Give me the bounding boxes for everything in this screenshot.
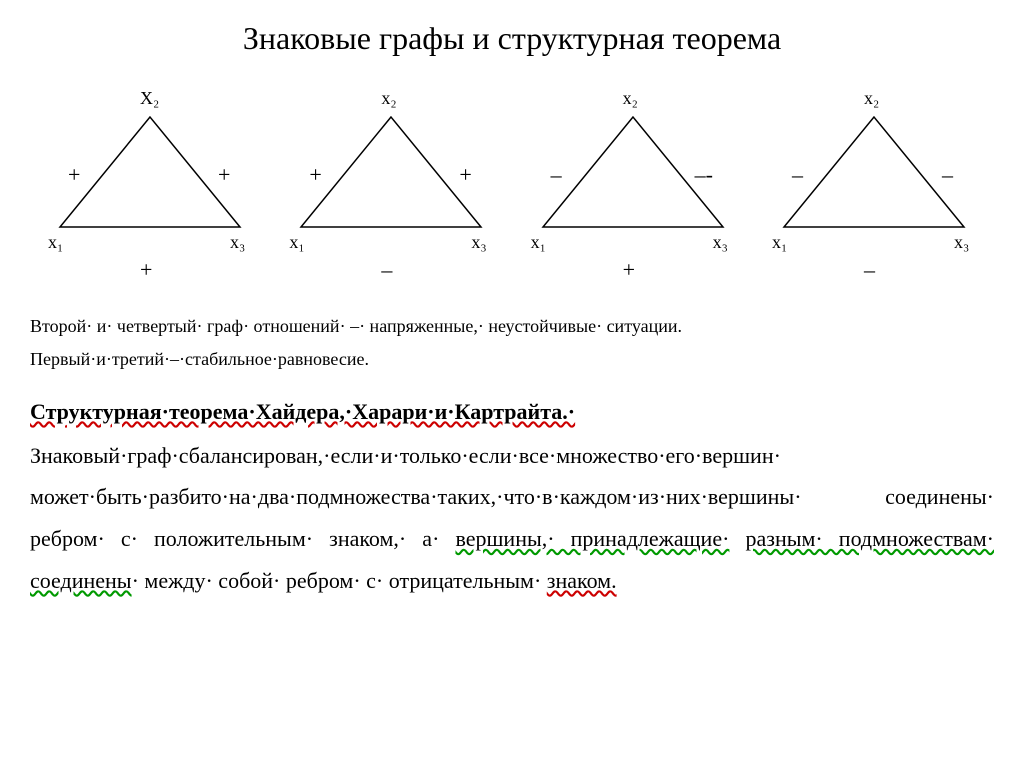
vertex-right: x₃: [713, 232, 728, 253]
page-title: Знаковые графы и структурная теорема: [30, 20, 994, 57]
graph-4: x₂ x₁ x₃ – – –: [764, 82, 984, 282]
sign-right: –-: [695, 162, 713, 188]
sign-bottom: +: [140, 257, 152, 283]
vertex-left: x₁: [48, 232, 63, 253]
sign-left: +: [309, 162, 321, 188]
vertex-left: x₁: [772, 232, 787, 253]
theorem-body: Знаковый·граф·сбалансирован,·если·и·толь…: [30, 435, 994, 602]
sign-bottom: –: [864, 257, 875, 283]
vertex-top: x₂: [623, 88, 638, 109]
sign-left: –: [792, 162, 803, 188]
graphs-row: X₂ x₁ x₃ + + + x₂ x₁ x₃ + + – x₂ x₁ x₃ –…: [40, 82, 984, 282]
sign-bottom: –: [381, 257, 392, 283]
graph-3: x₂ x₁ x₃ – –- +: [523, 82, 743, 282]
tb-4b: · между· собой· ребром· с· отрицательным…: [132, 568, 542, 593]
vertex-top: X₂: [140, 88, 159, 109]
sign-left: –: [551, 162, 562, 188]
sign-left: +: [68, 162, 80, 188]
graph-2: x₂ x₁ x₃ + + –: [281, 82, 501, 282]
vertex-right: x₃: [230, 232, 245, 253]
vertex-left: x₁: [289, 232, 304, 253]
tb-5: знаком.: [547, 568, 617, 593]
vertex-top: x₂: [381, 88, 396, 109]
sign-right: +: [459, 162, 471, 188]
tb-2: может·быть·разбито·на·два·подмножества·т…: [30, 484, 802, 509]
vertex-left: x₁: [531, 232, 546, 253]
sign-right: +: [218, 162, 230, 188]
sign-bottom: +: [623, 257, 635, 283]
vertex-right: x₃: [471, 232, 486, 253]
tb-1: Знаковый·граф·сбалансирован,·если·и·толь…: [30, 443, 781, 468]
vertex-top: x₂: [864, 88, 879, 109]
tb-3b: вершины,· принадлежащие·: [455, 526, 729, 551]
theorem-title: Структурная·теорема·Хайдера,·Харари·и·Ка…: [30, 399, 994, 425]
vertex-right: x₃: [954, 232, 969, 253]
graph-1: X₂ x₁ x₃ + + +: [40, 82, 260, 282]
paragraph-1: Второй· и· четвертый· граф· отношений· –…: [30, 312, 994, 341]
sign-right: –: [942, 162, 953, 188]
paragraph-2: Первый·и·третий·–·стабильное·равновесие.: [30, 345, 994, 374]
